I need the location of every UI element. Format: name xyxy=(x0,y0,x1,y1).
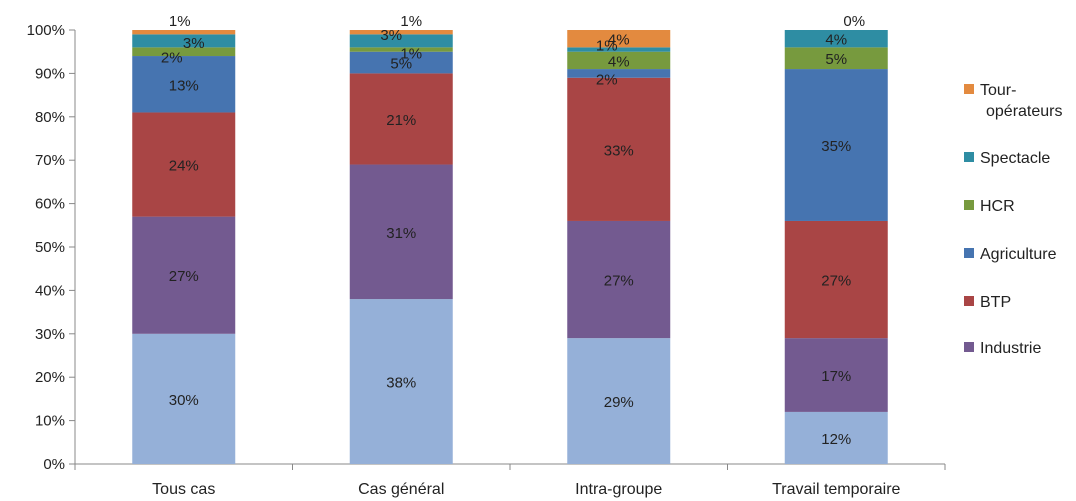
bar-segment xyxy=(349,73,453,165)
data-label: 27% xyxy=(169,268,199,285)
bar-segment xyxy=(784,220,888,339)
y-tick-label: 50% xyxy=(35,239,65,256)
bar-segment xyxy=(132,216,236,334)
bar-segment xyxy=(567,69,671,78)
legend: Tour-opérateurs Spectacle HCR Agriculture BT… xyxy=(964,82,1063,357)
bar-segment xyxy=(349,164,453,300)
legend-swatch xyxy=(964,342,974,352)
data-label: 29% xyxy=(604,394,634,411)
bar-segment xyxy=(784,30,888,48)
data-label: 4% xyxy=(825,32,847,49)
legend-label: Tour- xyxy=(980,82,1016,99)
legend-swatch xyxy=(964,200,974,210)
y-tick-label: 10% xyxy=(35,413,65,430)
y-tick-label: 20% xyxy=(35,369,65,386)
bar-segment xyxy=(349,51,453,74)
legend-swatch xyxy=(964,84,974,94)
y-tick-label: 0% xyxy=(43,456,65,473)
data-label: 33% xyxy=(604,142,634,159)
y-tick-label: 80% xyxy=(35,109,65,126)
legend-label: Industrie xyxy=(980,340,1041,357)
data-label: 1% xyxy=(400,13,422,30)
bar-segment xyxy=(349,299,453,464)
x-axis: Tous cas Cas général Intra-groupe Travail t… xyxy=(74,463,946,498)
data-label: 1% xyxy=(400,46,422,63)
data-label: 2% xyxy=(596,71,618,88)
bar-segment xyxy=(349,34,453,48)
data-label: 4% xyxy=(608,53,630,70)
data-label: 1% xyxy=(169,13,191,30)
bar-segment xyxy=(784,47,888,70)
y-tick-label: 60% xyxy=(35,196,65,213)
bar-segment xyxy=(567,30,671,48)
data-label: 27% xyxy=(821,273,851,290)
data-label: 5% xyxy=(390,56,412,73)
data-label: 1% xyxy=(596,38,618,55)
bar-segment xyxy=(567,77,671,221)
legend-swatch xyxy=(964,152,974,162)
bar-segment xyxy=(132,56,236,113)
data-label: 35% xyxy=(821,138,851,155)
y-tick-label: 100% xyxy=(27,22,65,39)
x-category-label: Travail temporaire xyxy=(772,481,900,498)
data-label: 24% xyxy=(169,158,199,175)
data-label: 0% xyxy=(843,13,865,30)
data-label: 5% xyxy=(825,51,847,68)
legend-label: HCR xyxy=(980,198,1015,215)
data-label: 3% xyxy=(380,27,402,44)
bar-segment xyxy=(567,338,671,464)
legend-label: Spectacle xyxy=(980,150,1050,167)
bar-segment xyxy=(132,47,236,57)
data-label: 21% xyxy=(386,112,416,129)
y-tick-label: 70% xyxy=(35,152,65,169)
data-label: 38% xyxy=(386,375,416,392)
data-label: 4% xyxy=(608,32,630,49)
data-labels: 30%27%24%13%2%3%1%38%31%21%5%1%3%1%29%27… xyxy=(161,13,865,448)
y-tick-label: 30% xyxy=(35,326,65,343)
legend-label: opérateurs xyxy=(986,103,1063,120)
bar-segment xyxy=(567,51,671,70)
bar-segment xyxy=(132,112,236,217)
legend-label: Agriculture xyxy=(980,246,1057,263)
bar-segment xyxy=(349,47,453,52)
data-label: 31% xyxy=(386,225,416,242)
bar-segment xyxy=(784,338,888,412)
bar-segment xyxy=(132,30,236,35)
bar-segment xyxy=(567,220,671,339)
legend-swatch xyxy=(964,296,974,306)
bar-segment xyxy=(784,69,888,221)
data-label: 12% xyxy=(821,431,851,448)
legend-label: BTP xyxy=(980,294,1011,311)
bar-segment xyxy=(567,47,671,52)
bar-segment xyxy=(349,30,453,35)
data-label: 2% xyxy=(161,50,183,67)
data-label: 13% xyxy=(169,77,199,94)
data-label: 17% xyxy=(821,368,851,385)
y-axis: 0% 10% 20% 30% 40% 50% 60% 70% 80% 90% 100% xyxy=(27,22,76,473)
y-tick-label: 90% xyxy=(35,65,65,82)
x-category-label: Intra-groupe xyxy=(575,481,662,498)
data-label: 27% xyxy=(604,273,634,290)
bar-segment xyxy=(132,34,236,48)
bar-segment xyxy=(784,411,888,464)
bars xyxy=(132,30,888,464)
legend-swatch xyxy=(964,248,974,258)
bar-segment xyxy=(132,333,236,464)
y-tick-label: 40% xyxy=(35,282,65,299)
x-category-label: Cas général xyxy=(358,481,444,498)
x-category-label: Tous cas xyxy=(152,481,215,498)
data-label: 3% xyxy=(183,35,205,52)
data-label: 30% xyxy=(169,392,199,409)
